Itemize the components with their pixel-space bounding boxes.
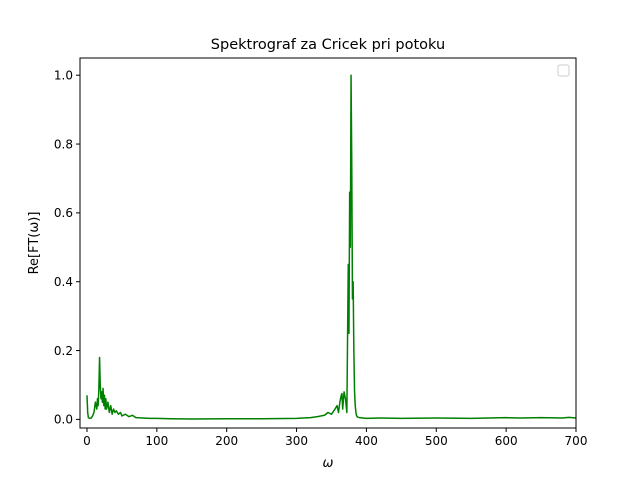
x-axis: 0 100 200 300 400 500 600 700 — [83, 428, 587, 448]
legend-box — [557, 64, 570, 77]
chart-title: Spektrograf za Cricek pri potoku — [211, 37, 445, 53]
x-tick-label: 300 — [285, 434, 308, 448]
y-axis: 0.0 0.2 0.4 0.6 0.8 1.0 — [54, 69, 80, 427]
y-tick-label: 0.8 — [54, 137, 73, 151]
x-tick-label: 500 — [425, 434, 448, 448]
y-tick-label: 0.6 — [54, 206, 73, 220]
y-tick-label: 1.0 — [54, 69, 73, 83]
x-tick-label: 200 — [215, 434, 238, 448]
y-tick-label: 0.4 — [54, 275, 73, 289]
plot-frame — [79, 57, 577, 429]
x-tick-label: 400 — [355, 434, 378, 448]
plot-area — [79, 57, 577, 429]
series-layer — [86, 74, 576, 420]
x-tick-label: 0 — [83, 434, 91, 448]
x-axis-label: ω — [323, 456, 334, 471]
x-tick-label: 600 — [495, 434, 518, 448]
y-tick-label: 0.0 — [54, 413, 73, 427]
y-tick-label: 0.2 — [54, 344, 73, 358]
x-tick-label: 700 — [565, 434, 588, 448]
x-tick-label: 100 — [145, 434, 168, 448]
series-line-0 — [86, 74, 576, 420]
y-axis-label: Re[FT(ω)] — [27, 212, 42, 275]
